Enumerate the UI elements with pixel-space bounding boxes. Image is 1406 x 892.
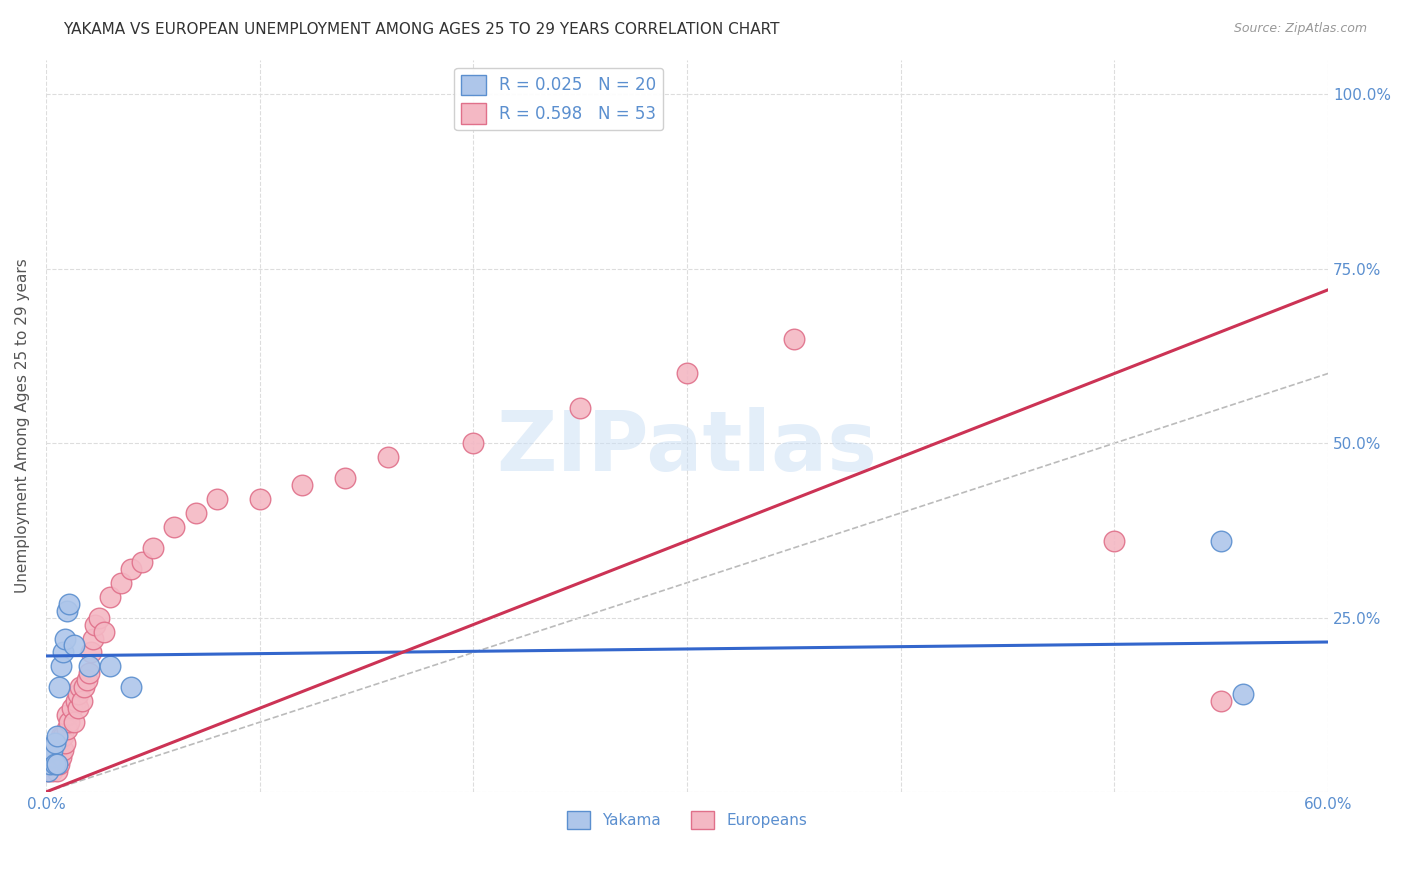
Point [783,332,806,346]
Point [41,750,63,764]
Point [98,659,121,673]
Point [39,757,62,772]
Point [65,694,87,708]
Point [77,659,100,673]
Point [49,729,72,743]
Point [48,736,70,750]
Point [66,687,89,701]
Point [53,632,76,646]
Point [1104,533,1126,548]
Point [37,764,59,778]
Point [37,750,59,764]
Legend: Yakama, Europeans: Yakama, Europeans [561,805,814,836]
Point [45,764,67,778]
Point [80,645,103,659]
Point [463,436,485,450]
Point [73,681,96,695]
Point [72,694,94,708]
Point [45,750,67,764]
Point [82,632,104,646]
Point [62,715,84,730]
Point [56,604,79,618]
Point [69,681,91,695]
Point [52,729,75,743]
Point [142,541,165,555]
Point [120,562,142,576]
Point [249,491,271,506]
Y-axis label: Unemployment Among Ages 25 to 29 years: Unemployment Among Ages 25 to 29 years [15,259,30,593]
Point [39,743,62,757]
Point [45,729,67,743]
Point [205,491,228,506]
Point [89,610,111,624]
Point [333,471,356,485]
Point [41,764,63,778]
Point [56,708,79,723]
Point [44,743,66,757]
Point [377,450,399,465]
Point [48,757,70,772]
Point [66,701,89,715]
Point [44,757,66,772]
Point [41,743,63,757]
Point [44,736,66,750]
Point [48,681,70,695]
Point [44,757,66,772]
Point [41,750,63,764]
Text: Source: ZipAtlas.com: Source: ZipAtlas.com [1233,22,1367,36]
Point [163,520,186,534]
Point [60,701,83,715]
Point [76,673,98,688]
Point [676,367,699,381]
Point [291,478,314,492]
Point [120,681,142,695]
Text: YAKAMA VS EUROPEAN UNEMPLOYMENT AMONG AGES 25 TO 29 YEARS CORRELATION CHART: YAKAMA VS EUROPEAN UNEMPLOYMENT AMONG AG… [63,22,780,37]
Point [1211,533,1233,548]
Point [1232,687,1254,701]
Point [110,575,132,590]
Point [569,401,592,416]
Point [53,736,76,750]
Point [1211,694,1233,708]
Point [49,659,72,673]
Point [52,743,75,757]
Point [184,506,207,520]
Point [84,617,107,632]
Point [45,757,67,772]
Point [49,750,72,764]
Point [131,555,153,569]
Point [52,645,75,659]
Point [56,722,79,736]
Text: ZIPatlas: ZIPatlas [496,408,877,488]
Point [77,666,100,681]
Point [93,624,115,639]
Point [98,590,121,604]
Point [37,764,59,778]
Point [58,715,80,730]
Point [62,639,84,653]
Point [39,757,62,772]
Point [58,597,80,611]
